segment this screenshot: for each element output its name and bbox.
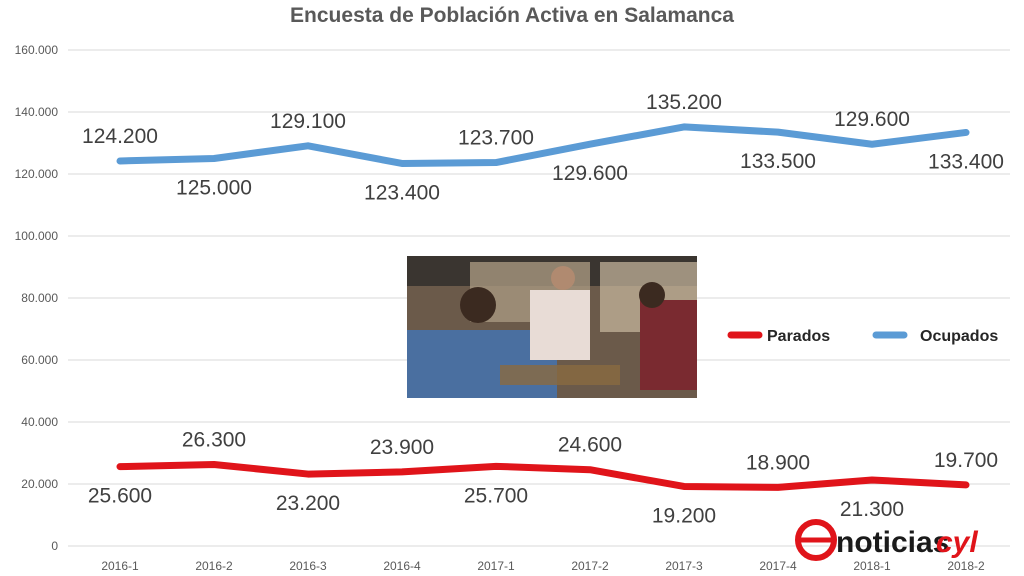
data-label-parados: 26.300 [182,428,246,451]
x-tick-label: 2016-2 [195,559,233,573]
data-point-ocupados [306,143,310,148]
y-tick-label: 80.000 [21,291,58,305]
y-axis-ticks: 0 20.000 40.000 60.000 80.000 100.000 120.000 1… [15,43,59,553]
y-tick-label: 40.000 [21,415,58,429]
data-label-parados: 18.900 [746,451,810,474]
data-point-ocupados [212,156,216,161]
data-label-parados: 25.700 [464,484,528,507]
data-label-ocupados: 129.600 [834,108,910,131]
legend-label-parados: Parados [767,328,830,345]
data-point-ocupados [682,124,686,129]
x-tick-label: 2018-2 [947,559,985,573]
data-label-ocupados: 133.500 [740,150,816,173]
data-label-ocupados: 129.600 [552,162,628,185]
data-label-parados: 19.200 [652,504,716,527]
x-tick-label: 2017-2 [571,559,609,573]
data-labels: 25.600 26.300 23.200 23.900 25.700 24.600 19.2… [82,91,1004,528]
series-line-parados [116,460,970,491]
data-point-parados [682,484,686,489]
y-tick-label: 0 [51,539,58,553]
data-point-parados [306,472,310,477]
data-point-parados [118,464,122,469]
data-label-ocupados: 135.200 [646,91,722,114]
data-label-ocupados: 133.400 [928,150,1004,173]
data-label-parados: 25.600 [88,485,152,508]
series-line-ocupados [116,123,970,167]
data-label-ocupados: 125.000 [176,177,252,200]
x-tick-label: 2018-1 [853,559,891,573]
legend: Parados Ocupados [727,328,998,345]
y-tick-label: 20.000 [21,477,58,491]
y-tick-label: 120.000 [15,167,59,181]
data-point-ocupados [588,142,592,147]
x-tick-label: 2017-3 [665,559,703,573]
y-tick-label: 100.000 [15,229,59,243]
legend-label-ocupados: Ocupados [920,328,998,345]
y-tick-label: 140.000 [15,105,59,119]
data-label-parados: 23.900 [370,436,434,459]
data-label-parados: 23.200 [276,492,340,515]
brand-logo: noticias cyl [795,519,978,561]
data-point-parados [776,485,780,490]
data-point-parados [212,462,216,467]
logo-suffix: cyl [936,526,978,559]
data-point-parados [400,469,404,474]
restaurant-photo [407,256,697,398]
data-point-parados [964,482,968,487]
chart-title: Encuesta de Población Activa en Salamanc… [290,4,734,27]
x-tick-label: 2017-1 [477,559,515,573]
data-point-ocupados [964,130,968,135]
data-label-ocupados: 123.400 [364,181,440,204]
x-tick-label: 2016-1 [101,559,139,573]
data-label-ocupados: 129.100 [270,110,346,133]
x-tick-label: 2016-3 [289,559,327,573]
data-point-ocupados [776,130,780,135]
data-point-ocupados [870,142,874,147]
data-point-ocupados [494,160,498,165]
x-tick-label: 2016-4 [383,559,421,573]
data-point-ocupados [118,158,122,163]
y-tick-label: 60.000 [21,353,58,367]
data-point-parados [494,464,498,469]
data-label-ocupados: 123.700 [458,127,534,150]
data-label-parados: 24.600 [558,434,622,457]
logo-e-icon [795,519,837,561]
data-point-parados [588,467,592,472]
data-point-parados [870,477,874,482]
y-tick-label: 160.000 [15,43,59,57]
x-axis-ticks: 2016-1 2016-2 2016-3 2016-4 2017-1 2017-2 2017… [101,559,985,573]
logo-text: noticias [836,526,949,559]
data-label-ocupados: 124.200 [82,125,158,148]
data-point-ocupados [400,161,404,166]
series-lines [116,123,970,491]
data-label-parados: 21.300 [840,498,904,521]
x-tick-label: 2017-4 [759,559,797,573]
data-label-parados: 19.700 [934,449,998,472]
